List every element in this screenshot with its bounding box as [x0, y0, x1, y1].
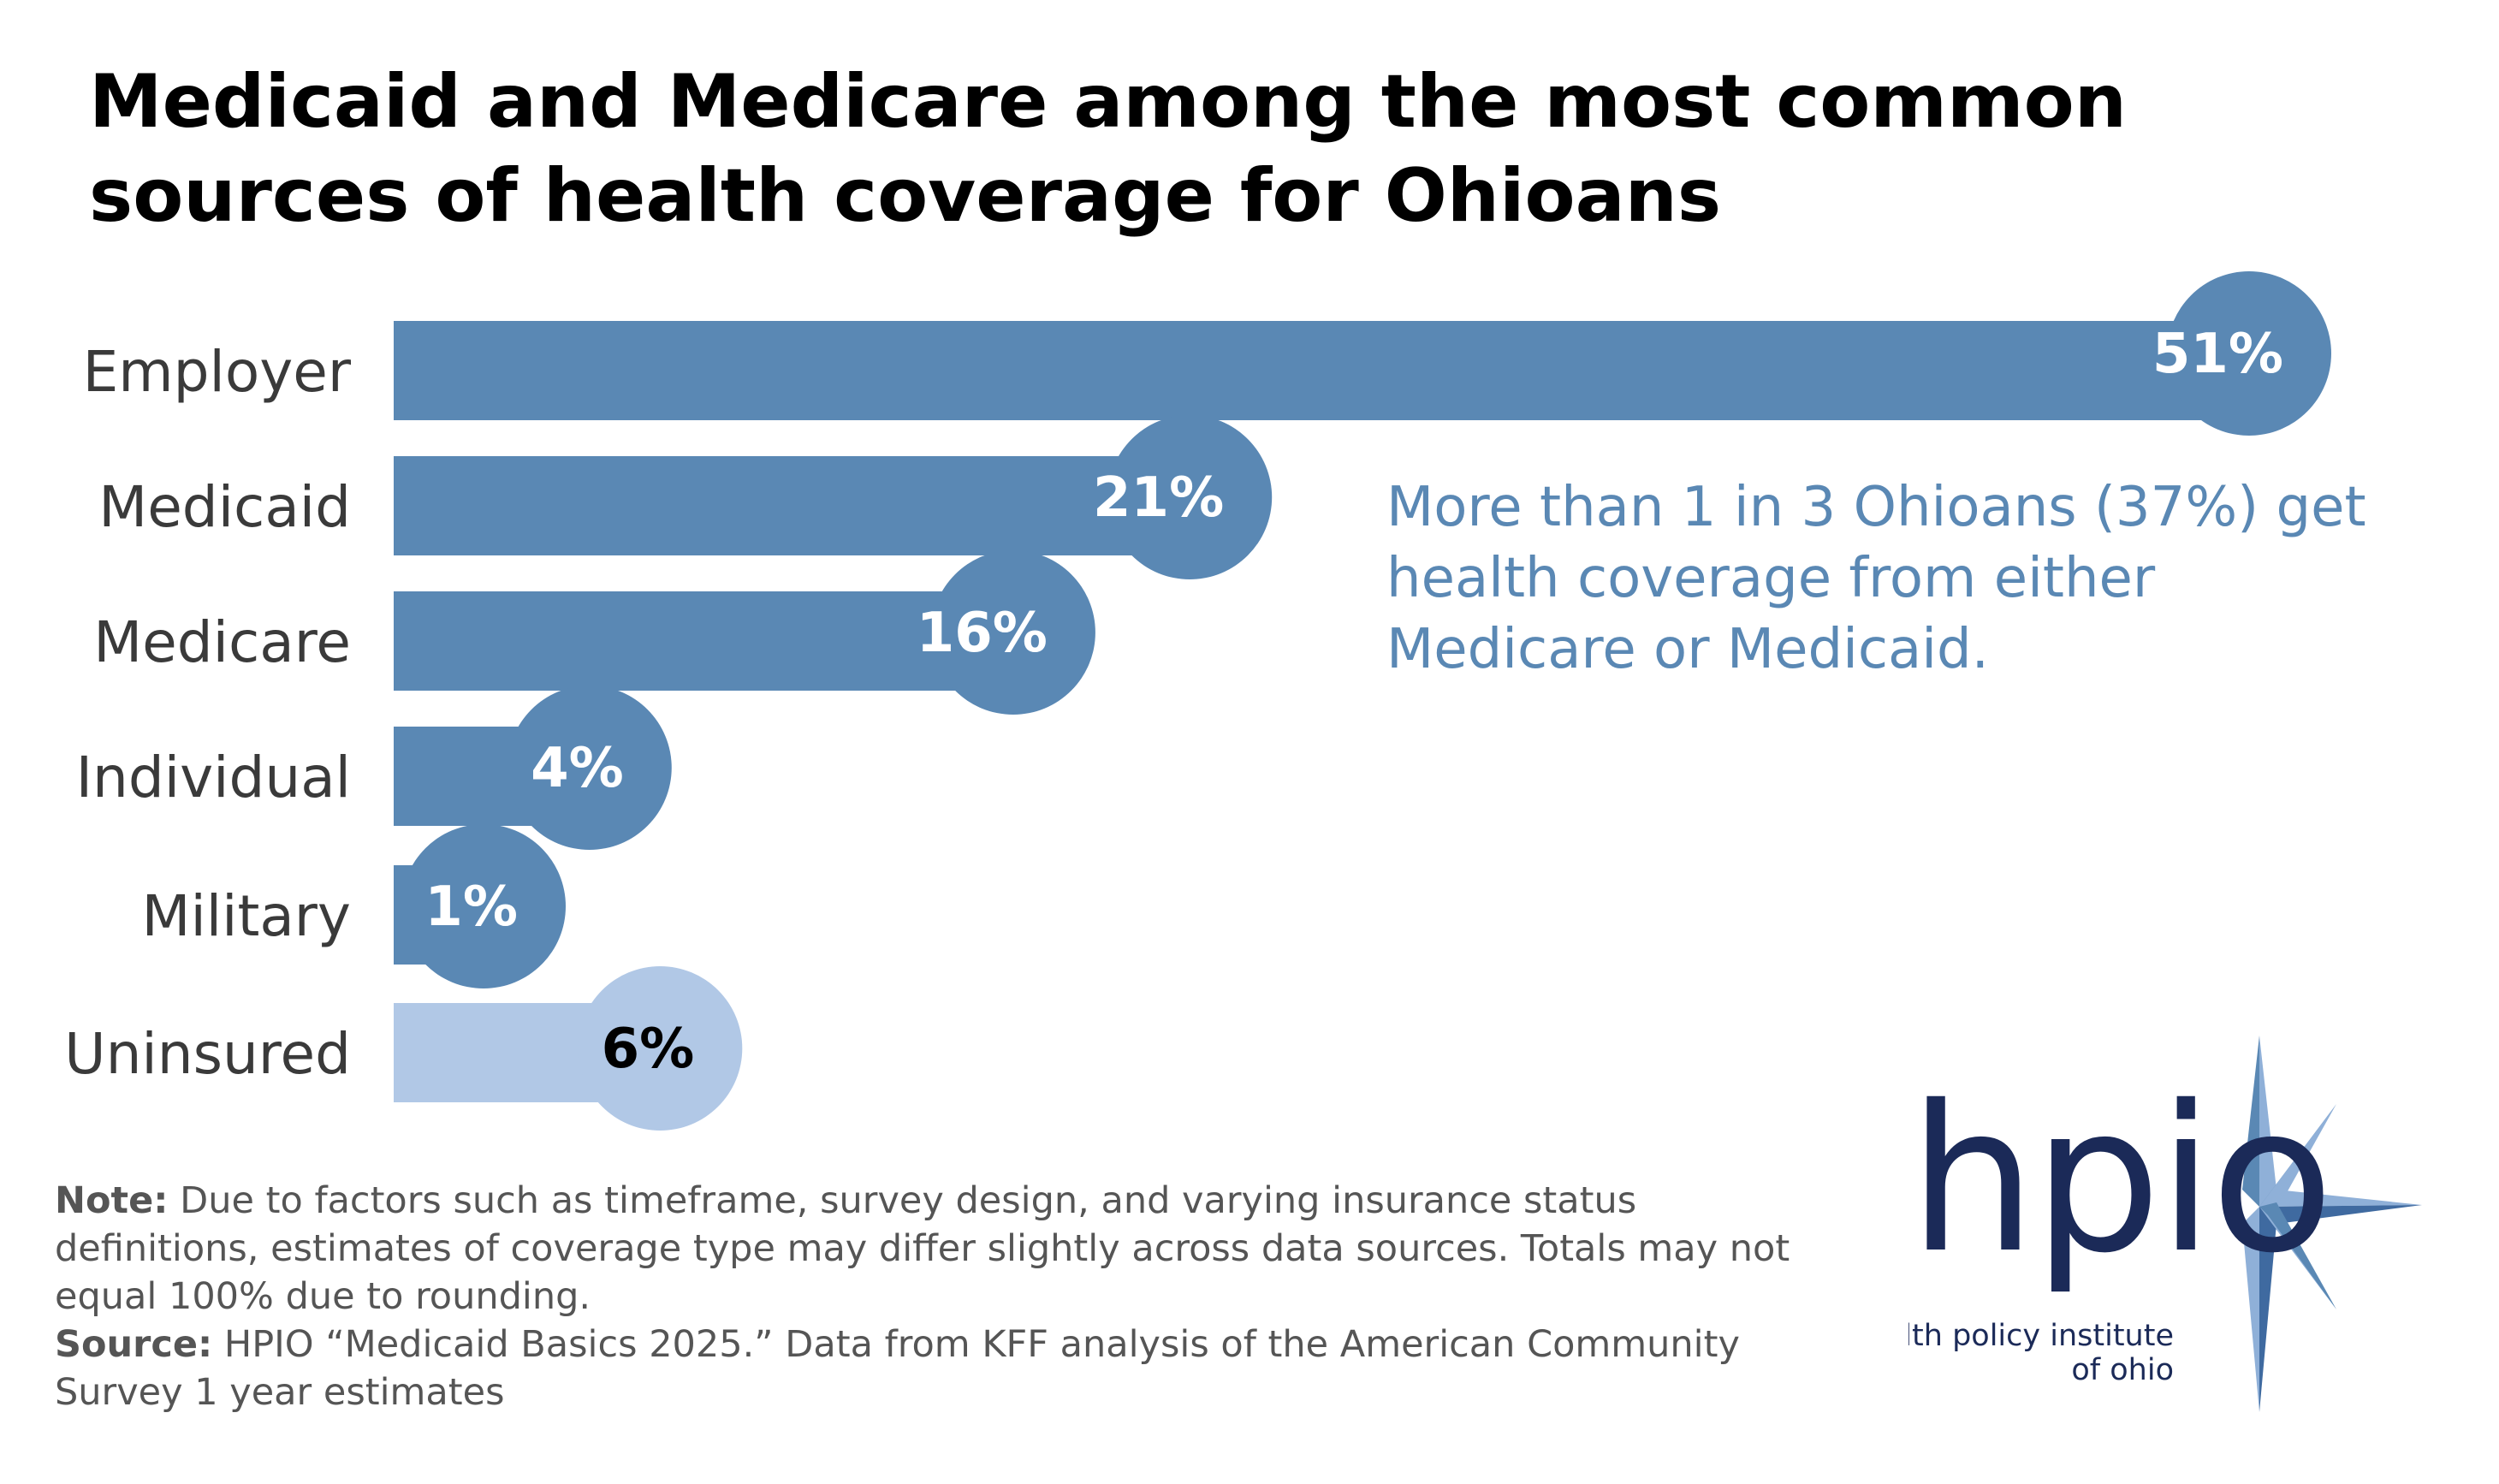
bar-group-medicare: Medicare 16% [93, 550, 1095, 715]
source-label: Source: [55, 1323, 213, 1366]
value-label-medicare: 16% [917, 602, 1048, 665]
logo-wordmark: hpio [1908, 1062, 2330, 1297]
bar-cap-individual [507, 686, 672, 850]
category-label-individual: Individual [76, 745, 351, 810]
hpio-logo: hpio health policy institute of ohio [1908, 1036, 2422, 1412]
bar-medicare [394, 591, 1013, 691]
callout-text: More than 1 in 3 Ohioans (37%) get healt… [1386, 476, 2366, 681]
value-label-uninsured: 6% [602, 1018, 695, 1081]
value-label-medicaid: 21% [1093, 466, 1224, 530]
bar-cap-uninsured [578, 966, 743, 1131]
compass-star-icon [2242, 1036, 2422, 1412]
bar-group-employer: Employer 51% [83, 271, 2331, 436]
bar-medicaid [394, 456, 1190, 555]
footnotes: Note: Due to factors such as timeframe, … [55, 1177, 1792, 1416]
bar-cap-medicare [930, 550, 1095, 715]
category-label-military: Military [142, 883, 351, 949]
logo-subtitle-line1: health policy institute [1908, 1319, 2174, 1353]
bar-cap-employer [2167, 271, 2331, 436]
category-label-medicaid: Medicaid [98, 474, 351, 540]
bar-employer [394, 321, 2249, 420]
bar-group-individual: Individual 4% [76, 686, 672, 850]
bar-chart: Employer 51% Medicaid 21% Medicare 16% Individ… [64, 271, 2331, 1131]
source: Source: HPIO “Medicaid Basics 2025.” Dat… [55, 1321, 1792, 1416]
bar-cap-medicaid [1107, 415, 1273, 579]
value-label-military: 1% [424, 876, 518, 939]
category-label-employer: Employer [83, 339, 352, 405]
category-label-medicare: Medicare [93, 609, 351, 675]
value-label-employer: 51% [2152, 323, 2283, 386]
bar-group-uninsured: Uninsured 6% [64, 966, 743, 1131]
bar-cap-military [401, 824, 566, 988]
category-label-uninsured: Uninsured [64, 1021, 351, 1087]
bar-group-medicaid: Medicaid 21% [98, 415, 1273, 579]
chart-title: Medicaid and Medicare among the most com… [89, 59, 2127, 239]
logo-subtitle-line2: of ohio [2071, 1353, 2174, 1387]
value-label-individual: 4% [531, 737, 624, 800]
bar-group-military: Military 1% [142, 824, 566, 988]
source-text: HPIO “Medicaid Basics 2025.” Data from K… [55, 1323, 1740, 1414]
note: Note: Due to factors such as timeframe, … [55, 1177, 1792, 1321]
note-text: Due to factors such as timeframe, survey… [55, 1179, 1790, 1318]
note-label: Note: [55, 1179, 169, 1222]
